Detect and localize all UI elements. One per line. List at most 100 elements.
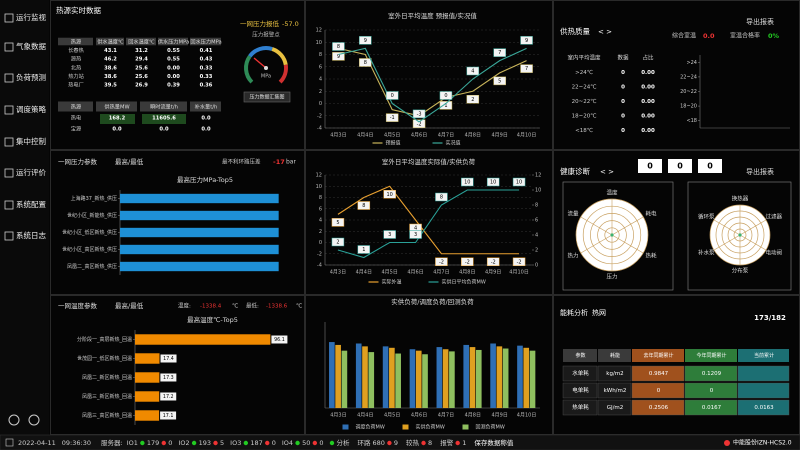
data-label-box <box>493 76 506 86</box>
panel <box>50 295 305 435</box>
y2-tick-label: 10 <box>535 188 541 194</box>
radar-axis-label: 热力 <box>568 252 579 260</box>
gauge-needle <box>253 57 267 69</box>
alert-icon <box>724 440 730 446</box>
bar <box>422 354 428 408</box>
menu-item[interactable]: 集中控制 <box>16 136 46 146</box>
status-text: IO3 <box>230 439 241 447</box>
bar <box>120 244 279 255</box>
data-label: 10 <box>516 180 522 186</box>
data-label: 10 <box>387 192 393 198</box>
table-cell-bg <box>631 365 685 382</box>
radar-axis <box>580 234 613 254</box>
data-label: 7 <box>525 66 528 72</box>
y2-tick-label: 0 <box>535 263 538 269</box>
radar-axis-label: 温度 <box>606 189 618 197</box>
table-cell: 25.6 <box>135 74 148 80</box>
bar <box>529 350 536 408</box>
table-cell: 0 <box>710 388 714 394</box>
data-label: 8 <box>337 44 340 50</box>
button <box>243 91 291 103</box>
export-link[interactable]: 导出报表 <box>746 17 774 26</box>
table-cell: 0.55 <box>167 48 180 54</box>
status-text: IO2 <box>178 439 189 447</box>
status-dot <box>191 440 197 446</box>
table-header: 供水温度℃ <box>97 38 124 46</box>
data-label: 2 <box>471 97 474 103</box>
logout-icon[interactable] <box>28 414 40 426</box>
x-tick-label: 4月3日 <box>330 413 346 419</box>
table-cell: 0.0 <box>201 127 211 133</box>
menu-item[interactable]: 运行监视 <box>16 12 46 22</box>
table-cell: 0.41 <box>200 48 213 54</box>
gauge-hub <box>264 66 268 70</box>
series-line <box>337 189 520 259</box>
y-tick-label: -2 <box>317 113 322 119</box>
y-tick-label: 4 <box>319 77 322 83</box>
status-text: 0 <box>272 439 276 447</box>
status-dot <box>295 440 300 446</box>
button-label[interactable]: 压力数据汇集图 <box>249 94 284 101</box>
table-cell-bg <box>597 365 632 382</box>
panel <box>305 150 553 295</box>
status-text: 1 <box>462 439 466 447</box>
radar-axis-label: 热耗 <box>645 252 657 260</box>
panel <box>50 150 305 295</box>
table-cell: 46.2 <box>104 57 117 63</box>
status-dot <box>455 440 460 446</box>
x-tick-label: 4月9日 <box>492 413 508 419</box>
nav[interactable]: < > <box>600 168 614 176</box>
table-cell-bg <box>631 399 685 416</box>
bar <box>355 343 362 408</box>
table-header: 数据 <box>617 54 629 62</box>
table-cell: 热单耗 <box>572 403 589 411</box>
radar-axis <box>713 234 741 251</box>
radar-axis-label: 流量 <box>568 210 580 218</box>
table-cell: 热电 <box>71 114 81 122</box>
y-tick-label: 凤凰三_高区新热_回温 <box>82 412 132 419</box>
y-tick-label: 8 <box>319 52 322 58</box>
data-label: 8 <box>362 203 365 209</box>
menu-item[interactable]: 负荷预测 <box>16 72 46 82</box>
series-line <box>338 47 527 123</box>
status-dot <box>421 440 426 446</box>
status-text: 5 <box>220 439 224 447</box>
menu-item[interactable]: 气象数据 <box>16 41 46 51</box>
table-cell: 0.55 <box>167 57 180 63</box>
table-header: 瞬时流量t/h <box>150 103 178 111</box>
data-label: 9 <box>525 38 528 44</box>
label: 最不利环路压差 <box>222 158 261 166</box>
status-text: 0 <box>319 439 323 447</box>
status-dot <box>213 440 218 446</box>
table-cell: 0 <box>657 388 661 394</box>
table-header: 当前累计 <box>754 352 774 359</box>
table-cell: 0 <box>621 99 625 105</box>
x-tick-label: 4月3日 <box>330 133 346 139</box>
status-text: 分析 <box>336 438 350 447</box>
y2-tick-label: 6 <box>535 218 538 224</box>
bar <box>120 261 279 272</box>
table-header: 回水温度℃ <box>128 38 155 46</box>
x-tick-label: 4月5日 <box>384 413 400 419</box>
table-header: 室内平均温度 <box>567 54 601 62</box>
table-cell: 电单耗 <box>572 386 589 394</box>
panel <box>305 295 553 435</box>
menu-item[interactable]: 调度策略 <box>16 104 46 114</box>
nav[interactable]: < > <box>598 28 612 36</box>
menu-item[interactable]: 运行评价 <box>16 167 46 177</box>
status-dot <box>329 440 335 446</box>
y-tick-label: 世茂园一_低区新热_回温 <box>77 355 132 362</box>
y-tick-label: 上海路37_新热_供压 <box>71 195 117 202</box>
settings-icon[interactable] <box>8 414 20 426</box>
menu-item[interactable]: 系统日志 <box>16 230 46 240</box>
label: 热源实时数据 <box>56 5 101 15</box>
bar <box>135 372 160 383</box>
export-link[interactable]: 导出报表 <box>746 167 774 176</box>
y-tick-label: -4 <box>317 126 322 132</box>
table-cell-bg <box>597 382 632 399</box>
table-cell-bg <box>562 382 598 399</box>
data-label: 17.3 <box>163 375 174 381</box>
panel <box>305 0 553 150</box>
radar-axis <box>611 216 644 236</box>
menu-item[interactable]: 系统配置 <box>16 199 46 209</box>
